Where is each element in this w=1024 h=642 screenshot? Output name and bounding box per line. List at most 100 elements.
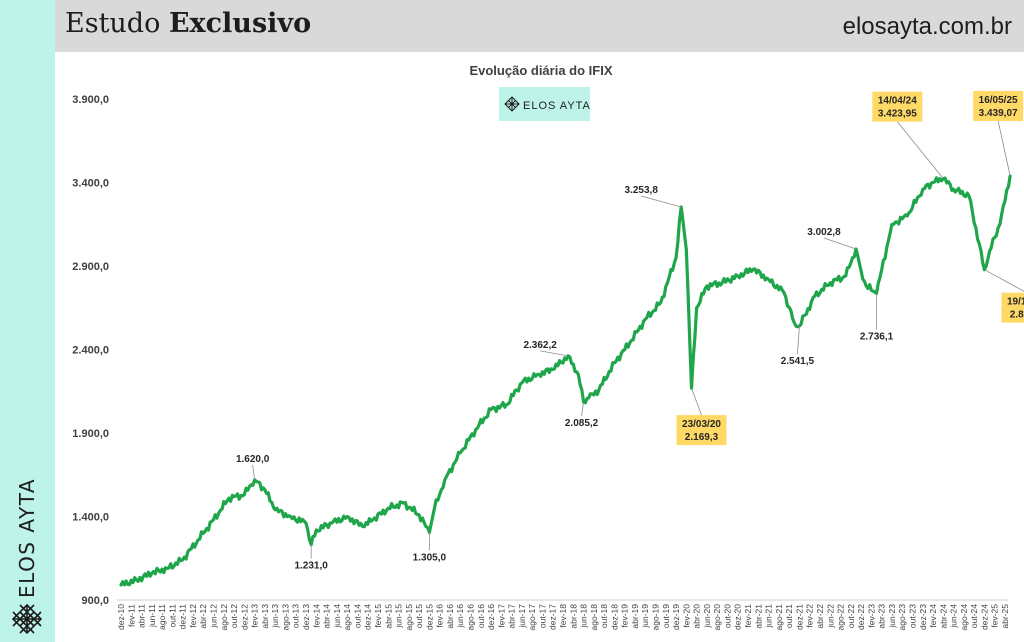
annotation-date-label: 14/04/24 bbox=[878, 96, 917, 107]
x-tick-label: dez-20 bbox=[733, 604, 743, 630]
x-tick-label: ago-14 bbox=[342, 604, 352, 631]
sidebar-brand: ELOS AYTA bbox=[15, 478, 39, 598]
annotations: 1.620,0 1.231,0 1.305,0 2.362,2 2.085,2 3.253… bbox=[236, 90, 1024, 572]
x-tick-label: fev-16 bbox=[435, 604, 445, 628]
y-tick-label: 2.400,0 bbox=[72, 345, 109, 357]
x-tick-label: abr-13 bbox=[260, 604, 270, 629]
x-tick-label: dez-23 bbox=[918, 604, 928, 630]
annotation-leader bbox=[252, 464, 256, 480]
annotation-label: 1.231,0 bbox=[294, 561, 328, 572]
x-tick-label: fev-21 bbox=[743, 604, 753, 628]
annotation-date-label: 19/12/24 bbox=[1007, 297, 1024, 308]
x-tick-label: abr-18 bbox=[568, 604, 578, 629]
y-tick-label: 1.900,0 bbox=[72, 428, 109, 440]
x-tick-label: ago-12 bbox=[219, 604, 229, 631]
annotation-highlight-box bbox=[1001, 292, 1024, 323]
x-tick-label: abr-12 bbox=[198, 604, 208, 629]
annotation-value-label: 3.439,07 bbox=[979, 108, 1018, 119]
x-tick-label: jun-19 bbox=[640, 604, 650, 629]
x-tick-label: jun-23 bbox=[887, 604, 897, 629]
x-axis: dez-10 fev-11 abr-11 jun-11 ago-11 out-11 dez-… bbox=[116, 599, 1010, 631]
annotation-value-label: 2.878,4 bbox=[1010, 310, 1024, 321]
x-tick-label: abr-14 bbox=[322, 604, 332, 629]
x-tick-label: jun-12 bbox=[209, 604, 219, 629]
annotation-label: 1.620,0 bbox=[236, 454, 270, 465]
series-line bbox=[119, 174, 1012, 587]
x-tick-label: fev-19 bbox=[620, 604, 630, 628]
x-tick-label: jun-13 bbox=[270, 604, 280, 629]
chart-title: Evolução diária do IFIX bbox=[469, 63, 612, 78]
annotation-leader bbox=[540, 350, 569, 357]
y-tick-label: 900,0 bbox=[81, 595, 109, 607]
x-tick-label: out-16 bbox=[476, 604, 486, 628]
x-tick-label: fev-23 bbox=[866, 604, 876, 628]
x-tick-label: jun-17 bbox=[517, 604, 527, 629]
annotation-label: 2.085,2 bbox=[565, 418, 599, 429]
x-tick-label: dez-15 bbox=[424, 604, 434, 630]
annotation-leader bbox=[897, 121, 944, 179]
chart: Evolução diária do IFIX ELOS AYTA 900,0 1… bbox=[72, 63, 1024, 631]
x-tick-label: dez-22 bbox=[856, 604, 866, 630]
x-tick-label: abr-24 bbox=[938, 604, 948, 629]
annotation-label: 2.736,1 bbox=[860, 331, 894, 342]
x-tick-label: fev-17 bbox=[496, 604, 506, 628]
x-tick-label: fev-22 bbox=[805, 604, 815, 628]
annotation-highlight-box bbox=[676, 415, 727, 446]
x-tick-label: abr-22 bbox=[815, 604, 825, 629]
x-tick-label: out-23 bbox=[907, 604, 917, 628]
annotation-value-label: 2.169,3 bbox=[685, 432, 719, 443]
x-tick-label: fev-24 bbox=[928, 604, 938, 628]
x-tick-label: jun-22 bbox=[825, 604, 835, 629]
x-tick-label: jun-20 bbox=[702, 604, 712, 629]
x-tick-label: fev-25 bbox=[990, 604, 1000, 628]
annotation-leader bbox=[797, 325, 800, 354]
x-tick-label: out-21 bbox=[784, 604, 794, 628]
x-tick-label: jun-24 bbox=[949, 604, 959, 629]
title-regular: Estudo bbox=[65, 8, 161, 39]
x-tick-label: fev-20 bbox=[681, 604, 691, 628]
x-tick-label: dez-14 bbox=[363, 604, 373, 630]
x-tick-label: abr-21 bbox=[753, 604, 763, 629]
x-tick-label: out-17 bbox=[537, 604, 547, 628]
site-url[interactable]: elosayta.com.br bbox=[842, 13, 1012, 40]
x-tick-label: ago-22 bbox=[836, 604, 846, 631]
lattice-logo-icon bbox=[11, 603, 43, 635]
x-tick-label: abr-15 bbox=[383, 604, 393, 629]
x-tick-label: out-19 bbox=[661, 604, 671, 628]
x-tick-label: abr-20 bbox=[692, 604, 702, 629]
x-tick-label: dez-19 bbox=[671, 604, 681, 630]
x-tick-label: ago-18 bbox=[589, 604, 599, 631]
x-tick-label: ago-23 bbox=[897, 604, 907, 631]
x-tick-label: jun-11 bbox=[147, 604, 157, 628]
x-tick-label: ago-20 bbox=[712, 604, 722, 631]
x-tick-label: out-20 bbox=[722, 604, 732, 628]
y-tick-label: 3.900,0 bbox=[72, 94, 109, 106]
x-tick-label: dez-11 bbox=[178, 604, 188, 630]
x-tick-label: dez-24 bbox=[979, 604, 989, 630]
x-tick-label: abr-25 bbox=[1000, 604, 1010, 629]
x-tick-label: fev-11 bbox=[126, 604, 136, 627]
x-tick-label: fev-18 bbox=[558, 604, 568, 628]
y-tick-label: 2.900,0 bbox=[72, 261, 109, 273]
x-tick-label: dez-12 bbox=[239, 604, 249, 630]
annotation-label: 1.305,0 bbox=[413, 552, 447, 563]
x-tick-label: dez-18 bbox=[609, 604, 619, 630]
annotation-leader bbox=[641, 195, 682, 208]
x-tick-label: ago-16 bbox=[465, 604, 475, 631]
x-tick-label: ago-15 bbox=[404, 604, 414, 631]
annotation-leader bbox=[691, 387, 702, 416]
annotation-highlight-box bbox=[872, 91, 923, 122]
x-tick-label: ago-11 bbox=[157, 604, 167, 630]
badge-lattice-logo-icon bbox=[504, 96, 520, 112]
annotation-leader bbox=[984, 269, 1024, 292]
sidebar: ELOS AYTA bbox=[0, 0, 55, 642]
x-tick-label: dez-21 bbox=[794, 604, 804, 630]
x-tick-label: out-11 bbox=[167, 604, 177, 628]
x-tick-label: dez-10 bbox=[116, 604, 126, 630]
badge-text: ELOS AYTA bbox=[523, 100, 591, 112]
x-tick-label: ago-13 bbox=[280, 604, 290, 631]
x-tick-label: ago-21 bbox=[774, 604, 784, 631]
x-tick-label: out-13 bbox=[291, 604, 301, 628]
x-tick-label: abr-23 bbox=[877, 604, 887, 629]
x-tick-label: abr-17 bbox=[507, 604, 517, 629]
